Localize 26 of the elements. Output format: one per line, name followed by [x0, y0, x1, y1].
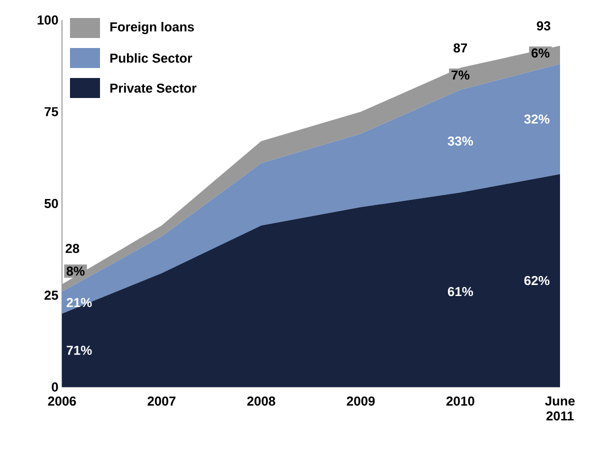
annotation: 61%	[448, 286, 474, 296]
total-label: 93	[536, 21, 550, 30]
x-tick-label: June 2011	[545, 396, 575, 420]
annotation: 33%	[448, 136, 474, 146]
x-tick-label: 2010	[446, 396, 474, 406]
y-tick-label: 25	[44, 290, 58, 300]
x-tick-label: 2009	[346, 396, 375, 406]
x-tick-label: 2006	[48, 396, 76, 406]
y-tick-label: 0	[52, 382, 58, 392]
total-label: 87	[454, 43, 468, 53]
total-label: 28	[66, 244, 80, 254]
x-tick-label: 2007	[148, 396, 176, 406]
annotation: 8%	[66, 266, 85, 276]
y-tick-label: 50	[44, 198, 58, 208]
annotation: 21%	[66, 298, 92, 308]
legend-label: Private Sector	[110, 83, 196, 93]
y-tick-label: 75	[44, 107, 58, 116]
x-tick-label: 2008	[247, 396, 276, 406]
annotation: 7%	[452, 70, 470, 80]
annotation: 62%	[524, 276, 550, 286]
legend-label: Foreign loans	[110, 22, 194, 34]
y-tick-label: 100	[38, 15, 58, 25]
annotation: 71%	[66, 346, 92, 355]
annotation: 6%	[532, 48, 550, 58]
annotation: 32%	[524, 114, 550, 124]
legend-label: Public Sector	[110, 53, 192, 63]
